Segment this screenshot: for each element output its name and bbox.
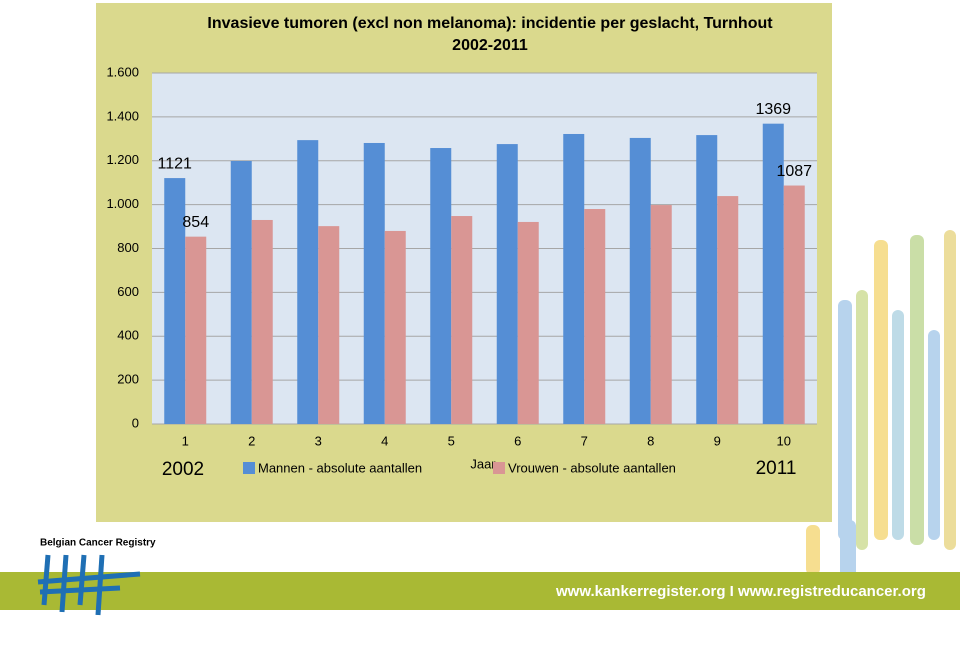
annotation: 2002 [162,459,204,480]
chart-subtitle: 2002-2011 [452,37,528,54]
bar [430,148,452,424]
x-axis-label: Jaar [470,456,496,471]
data-label: 1369 [755,101,791,118]
bar [363,142,385,424]
x-tick-label: 9 [714,433,721,448]
brand: Belgian Cancer Registry [40,538,156,549]
bar [629,137,651,424]
legend-swatch [493,462,505,474]
bar [517,221,539,424]
bar [496,144,518,424]
bar [297,140,319,424]
x-tick-label: 2 [248,433,255,448]
decor-strokes [806,230,956,580]
legend-label: Vrouwen - absolute aantallen [508,460,676,475]
y-tick-label: 1.000 [106,196,139,211]
x-tick-label: 7 [581,433,588,448]
x-tick-label: 4 [381,433,388,448]
bar [451,216,473,424]
data-label: 854 [182,214,209,231]
y-tick-label: 0 [132,415,139,430]
data-label: 1121 [158,155,193,172]
bar [251,219,273,424]
bar [318,226,340,424]
bar [584,209,606,424]
logo [37,554,141,616]
legend-label: Mannen - absolute aantallen [258,460,422,475]
footer-band [0,572,960,610]
website: www.kankerregister.org I www.registreduc… [555,583,926,600]
bar [717,196,739,424]
x-tick-label: 1 [182,433,189,448]
bar [696,135,718,424]
y-tick-label: 1.200 [106,152,139,167]
annotation: 2011 [756,458,797,479]
data-label: 1087 [776,163,812,180]
bar [762,123,784,424]
x-tick-label: 8 [647,433,654,448]
y-tick-label: 800 [117,240,139,255]
chart-title: Invasieve tumoren (excl non melanoma): i… [207,15,773,32]
bar [185,236,207,424]
bar [164,178,186,424]
y-tick-label: 400 [117,328,139,343]
bar [783,185,805,424]
bar [230,160,252,425]
bar [384,230,406,424]
bar [650,205,672,424]
y-tick-label: 1.400 [106,108,139,123]
y-tick-label: 200 [117,372,139,387]
x-tick-label: 10 [777,433,791,448]
x-tick-label: 6 [514,433,521,448]
legend-swatch [243,462,255,474]
x-tick-label: 3 [315,433,322,448]
y-tick-label: 600 [117,284,139,299]
x-tick-label: 5 [448,433,455,448]
bar [563,133,585,424]
y-tick-label: 1.600 [106,64,139,79]
